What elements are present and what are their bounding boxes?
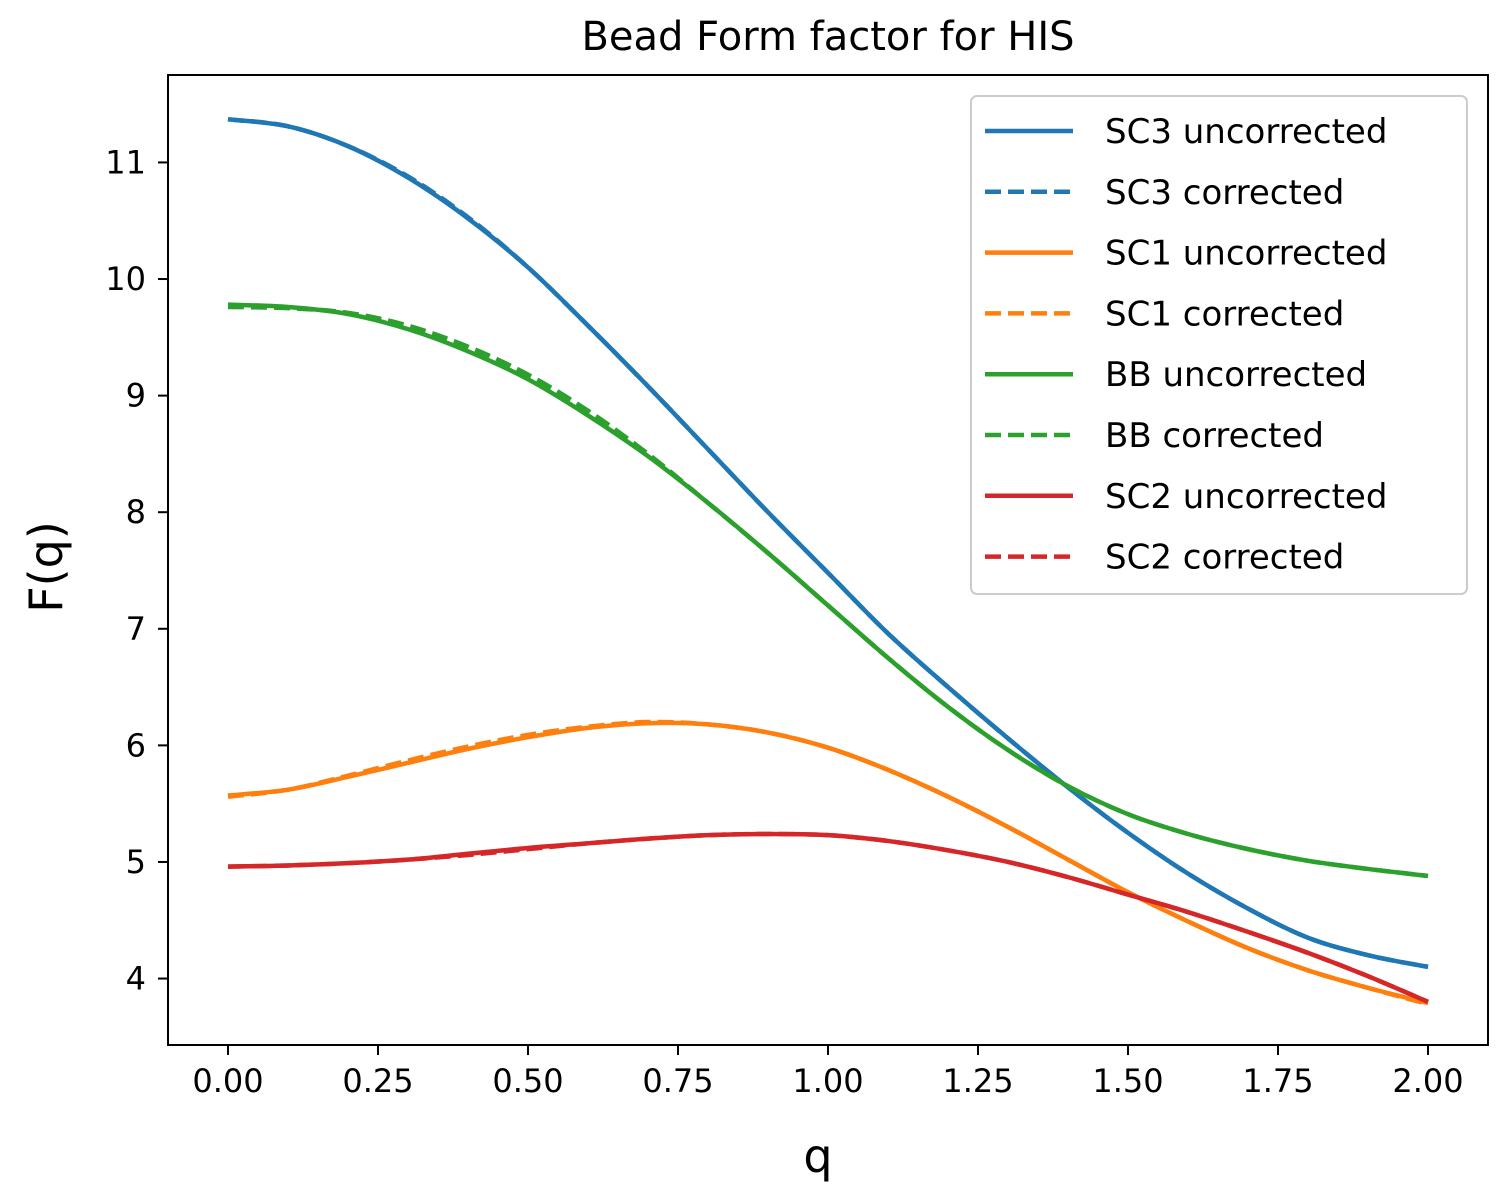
- series-line-sc2-corrected: [227, 831, 1429, 1004]
- chart-title: Bead Form factor for HIS: [581, 14, 1074, 60]
- legend: SC3 uncorrected SC3 corrected SC1 uncorrec…: [970, 95, 1468, 595]
- y-tick-label: 6: [126, 726, 146, 764]
- legend-entry-label: SC2 uncorrected: [1105, 477, 1387, 517]
- series-line-sc1-corrected: [227, 719, 1429, 1007]
- series-lines: [227, 117, 1429, 1007]
- y-axis-title: F(q): [19, 521, 73, 613]
- series-line-sc3-corrected: [227, 117, 1429, 970]
- y-tick-label: 10: [105, 260, 146, 298]
- series-line-sc1-uncorrected: [227, 720, 1429, 1006]
- legend-entry-label: BB uncorrected: [1105, 355, 1367, 395]
- plot-frame: [167, 74, 1489, 1046]
- y-tick-label: 7: [126, 610, 146, 648]
- y-tick-label: 9: [126, 377, 146, 415]
- legend-box: [970, 95, 1468, 595]
- x-tick-label: 0.00: [192, 1062, 263, 1100]
- x-tick-label: 1.50: [1092, 1062, 1163, 1100]
- x-tick-label: 0.75: [642, 1062, 713, 1100]
- y-tick-label: 4: [126, 960, 146, 998]
- x-tick-label: 1.25: [942, 1062, 1013, 1100]
- y-axis-ticks: 4 5 6 7 8 9 10 11: [105, 143, 168, 998]
- legend-entry-label: SC3 corrected: [1105, 173, 1344, 213]
- x-axis-ticks: 0.00 0.25 0.50 0.75 1.00 1.25 1.50 1.75 2.00: [192, 1045, 1464, 1100]
- y-tick-label: 5: [126, 843, 146, 881]
- legend-entry-label: SC1 uncorrected: [1105, 234, 1387, 274]
- x-tick-label: 0.50: [492, 1062, 563, 1100]
- legend-entry-label: SC2 corrected: [1105, 538, 1344, 578]
- x-tick-label: 1.00: [792, 1062, 863, 1100]
- y-tick-label: 8: [126, 493, 146, 531]
- y-tick-label: 11: [105, 143, 146, 181]
- x-tick-label: 1.75: [1242, 1062, 1313, 1100]
- legend-entry-label: SC3 uncorrected: [1105, 112, 1387, 152]
- legend-entry-label: SC1 corrected: [1105, 294, 1344, 334]
- x-axis-title: q: [803, 1129, 832, 1183]
- x-tick-label: 0.25: [342, 1062, 413, 1100]
- series-line-sc2-uncorrected: [227, 831, 1429, 1004]
- series-line-bb-corrected: [227, 304, 1429, 879]
- x-tick-label: 2.00: [1392, 1062, 1463, 1100]
- legend-entry-label: BB corrected: [1105, 416, 1324, 456]
